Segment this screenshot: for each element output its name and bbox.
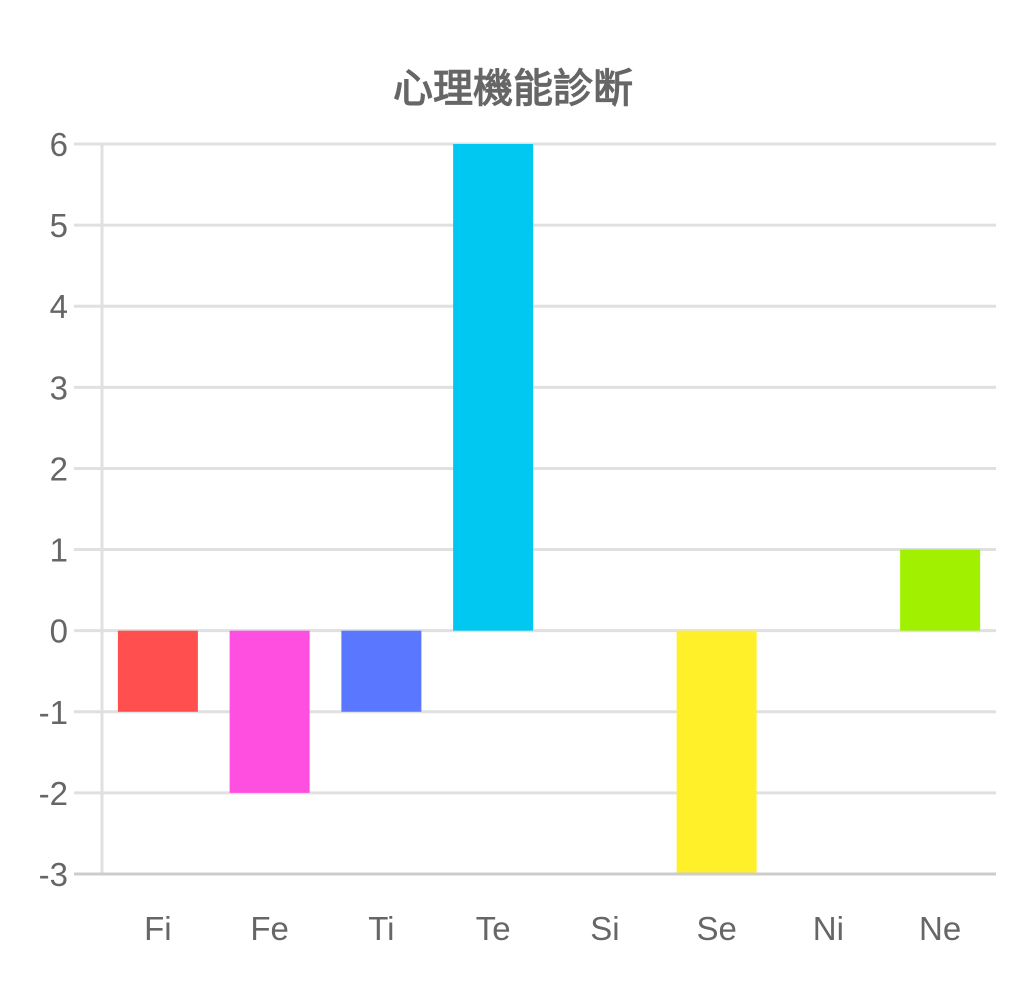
y-tick-label: 1	[50, 532, 68, 569]
x-tick-label: Si	[590, 910, 619, 947]
grid-layer	[74, 142, 996, 795]
y-tick-label: 4	[50, 288, 68, 325]
bar-ti[interactable]	[341, 630, 422, 712]
axis-layer	[74, 144, 996, 876]
x-tick-label: Ti	[368, 910, 394, 947]
y-tick-label: 0	[50, 613, 68, 650]
y-tick-label: -1	[39, 694, 68, 731]
x-tick-label: Te	[476, 910, 511, 947]
x-tick-label: Ne	[919, 910, 961, 947]
bar-te[interactable]	[453, 144, 534, 631]
chart-title: 心理機能診断	[393, 66, 633, 112]
y-tick-label: -2	[39, 775, 68, 812]
x-tick-label: Ni	[813, 910, 844, 947]
y-tick-label: 2	[50, 450, 68, 487]
y-tick-label: -3	[39, 856, 68, 893]
x-tick-labels: Fi Fe Ti Te Si Se Ni Ne	[144, 910, 961, 947]
bars-layer	[117, 144, 981, 874]
bar-fi[interactable]	[117, 630, 198, 712]
bar-se[interactable]	[676, 630, 757, 874]
x-tick-label: Fe	[250, 910, 289, 947]
y-tick-label: 5	[50, 207, 68, 244]
y-tick-label: 6	[50, 126, 68, 163]
y-tick-label: 3	[50, 369, 68, 406]
x-tick-label: Se	[696, 910, 736, 947]
x-tick-label: Fi	[144, 910, 172, 947]
bar-fe[interactable]	[229, 630, 310, 793]
y-tick-labels: 6 5 4 3 2 1 0 -1 -2 -3	[39, 126, 68, 893]
bar-ne[interactable]	[900, 549, 981, 631]
